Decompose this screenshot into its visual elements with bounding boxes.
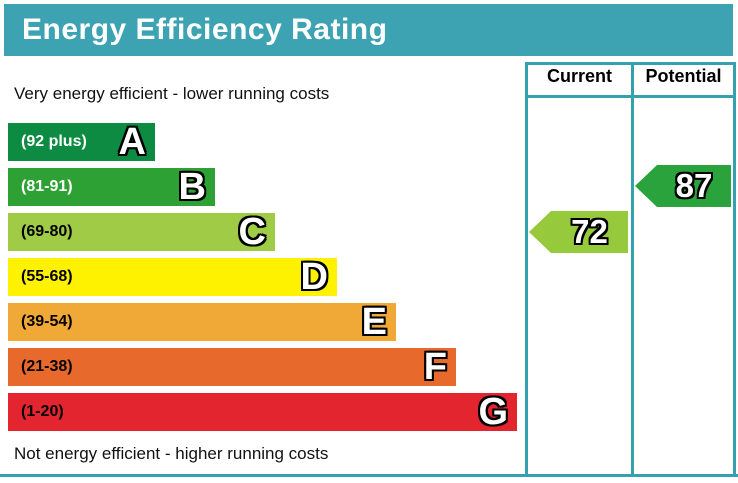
band-letter: A xyxy=(118,121,146,163)
band-range-label: (21-38) xyxy=(21,358,73,375)
band-letter: C xyxy=(238,211,266,253)
table-header-underline xyxy=(525,95,736,98)
band-range-label: (69-80) xyxy=(21,223,73,240)
band-row-f: (21-38) F xyxy=(8,348,456,386)
band-row-d: (55-68) D xyxy=(8,258,337,296)
potential-rating-arrow: 87 xyxy=(635,165,731,207)
table-divider-right xyxy=(733,62,736,477)
band-range-label: (55-68) xyxy=(21,268,73,285)
table-divider-left xyxy=(525,62,528,477)
band-row-g: (1-20) G xyxy=(8,393,517,431)
potential-rating-value: 87 xyxy=(675,167,713,204)
band-letter: D xyxy=(300,256,328,298)
chart-title-bar: Energy Efficiency Rating xyxy=(4,4,733,56)
chart-border-bottom xyxy=(0,474,738,477)
current-rating-value: 72 xyxy=(571,213,608,250)
band-row-b: (81-91) B xyxy=(8,168,215,206)
band-range-label: (39-54) xyxy=(21,313,73,330)
band-letter: F xyxy=(423,346,447,388)
caption-very-efficient: Very energy efficient - lower running co… xyxy=(14,84,330,103)
band-letter: G xyxy=(478,391,508,433)
column-header-potential: Potential xyxy=(645,66,722,86)
band-row-a: (92 plus) A xyxy=(8,123,155,161)
band-row-e: (39-54) E xyxy=(8,303,396,341)
band-range-label: (81-91) xyxy=(21,178,73,195)
band-range-label: (1-20) xyxy=(21,403,64,420)
current-rating-arrow: 72 xyxy=(529,211,628,253)
caption-not-efficient: Not energy efficient - higher running co… xyxy=(14,444,329,463)
chart-title: Energy Efficiency Rating xyxy=(22,13,388,46)
table-border-top xyxy=(525,62,736,65)
table-divider-middle xyxy=(631,62,634,477)
column-header-current: Current xyxy=(546,66,612,86)
band-row-c: (69-80) C xyxy=(8,213,275,251)
band-range-label: (92 plus) xyxy=(21,133,87,150)
band-letter: B xyxy=(178,166,206,208)
band-letter: E xyxy=(361,301,387,343)
